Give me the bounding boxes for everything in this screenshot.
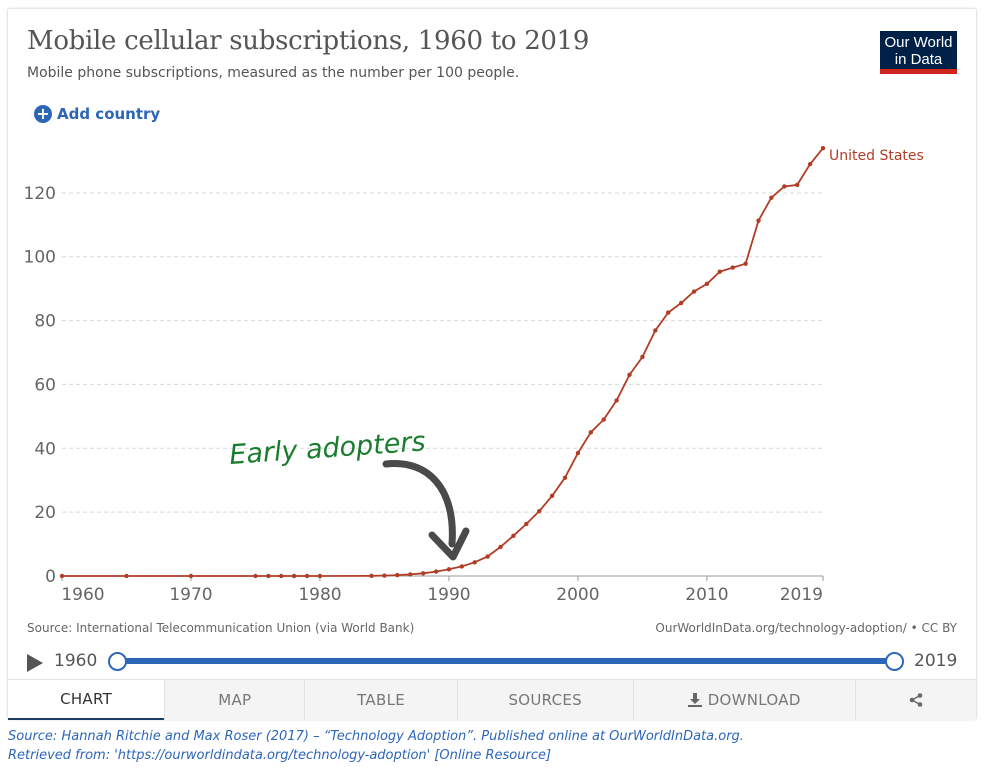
tab-download[interactable]: DOWNLOAD bbox=[632, 680, 855, 720]
data-point bbox=[807, 161, 813, 167]
y-tick-label: 120 bbox=[24, 184, 56, 204]
data-point bbox=[575, 450, 581, 456]
y-tick-label: 80 bbox=[34, 312, 56, 332]
data-point bbox=[678, 300, 684, 306]
data-point bbox=[369, 573, 374, 579]
tab-table-label: TABLE bbox=[357, 691, 406, 709]
data-point bbox=[730, 265, 735, 270]
data-point bbox=[511, 533, 516, 538]
data-point bbox=[279, 573, 284, 579]
data-point bbox=[743, 261, 748, 266]
data-point bbox=[704, 281, 710, 287]
data-point bbox=[756, 218, 761, 223]
timeline: 1960 2019 bbox=[8, 647, 976, 677]
add-country-button[interactable]: + Add country bbox=[34, 105, 160, 123]
tab-map-label: MAP bbox=[218, 691, 252, 709]
download-icon bbox=[687, 693, 702, 707]
x-tick-label: 1990 bbox=[427, 585, 470, 605]
data-point bbox=[446, 567, 452, 572]
license-credit[interactable]: OurWorldInData.org/technology-adoption/ … bbox=[655, 621, 957, 635]
data-point bbox=[188, 573, 194, 579]
timeline-end-handle[interactable] bbox=[885, 652, 904, 671]
data-point bbox=[459, 564, 465, 569]
data-point bbox=[653, 328, 658, 333]
citation: Source: Hannah Ritchie and Max Roser (20… bbox=[8, 727, 744, 765]
timeline-track[interactable] bbox=[116, 658, 894, 664]
tab-chart-label: CHART bbox=[60, 690, 113, 708]
data-point bbox=[124, 573, 129, 579]
tab-bar: CHART MAP TABLE SOURCES DOWNLOAD bbox=[8, 679, 977, 720]
data-point bbox=[253, 573, 258, 579]
timeline-start-label: 1960 bbox=[54, 651, 98, 671]
tab-sources-label: SOURCES bbox=[508, 691, 583, 709]
data-point bbox=[795, 182, 800, 188]
data-point bbox=[666, 310, 671, 315]
y-tick-label: 60 bbox=[34, 375, 56, 395]
x-tick-label: 2000 bbox=[556, 585, 599, 605]
data-point bbox=[382, 573, 387, 578]
data-point bbox=[524, 521, 529, 527]
series-label: United States bbox=[829, 148, 924, 164]
annotation-arrow bbox=[382, 459, 456, 548]
chart-subtitle: Mobile phone subscriptions, measured as … bbox=[27, 65, 520, 81]
tab-table[interactable]: TABLE bbox=[304, 680, 457, 720]
chart-title: Mobile cellular subscriptions, 1960 to 2… bbox=[27, 26, 590, 56]
data-source[interactable]: Source: International Telecommunication … bbox=[27, 621, 415, 635]
arrow-head bbox=[428, 527, 470, 561]
line-chart: 0 20 40 60 80 100 120 1960 1970 1980 1990 2000 2010 2… bbox=[24, 145, 924, 605]
data-point bbox=[485, 554, 490, 559]
citation-line-1[interactable]: Source: Hannah Ritchie and Max Roser (20… bbox=[8, 729, 744, 744]
data-point bbox=[717, 269, 723, 274]
timeline-end-label: 2019 bbox=[914, 651, 958, 671]
data-point bbox=[498, 544, 503, 550]
y-tick-label: 20 bbox=[34, 503, 56, 523]
logo-line-2: in Data bbox=[894, 51, 943, 68]
tab-sources[interactable]: SOURCES bbox=[456, 680, 633, 720]
data-point bbox=[614, 398, 619, 403]
x-tick-label: 1970 bbox=[169, 585, 212, 605]
data-point bbox=[266, 573, 271, 579]
tab-download-label: DOWNLOAD bbox=[707, 691, 801, 709]
x-tick-label: 1960 bbox=[61, 585, 104, 605]
tab-map[interactable]: MAP bbox=[164, 680, 305, 720]
timeline-start-handle[interactable] bbox=[108, 652, 127, 671]
tab-chart[interactable]: CHART bbox=[8, 680, 165, 720]
data-point bbox=[317, 573, 323, 579]
data-point bbox=[472, 560, 477, 565]
y-tick-label: 0 bbox=[45, 567, 56, 587]
data-point bbox=[627, 372, 632, 378]
logo-line-1: Our World bbox=[884, 34, 953, 51]
x-tick-label: 2019 bbox=[780, 585, 823, 605]
y-tick-label: 100 bbox=[24, 248, 56, 268]
share-icon bbox=[909, 693, 923, 707]
play-icon[interactable] bbox=[27, 654, 43, 672]
y-tick-label: 40 bbox=[34, 439, 56, 459]
data-point bbox=[562, 475, 568, 480]
data-point bbox=[769, 195, 774, 200]
data-point bbox=[304, 573, 310, 579]
data-point bbox=[395, 572, 400, 578]
data-point bbox=[549, 493, 555, 499]
data-point bbox=[59, 573, 65, 579]
add-country-label: Add country bbox=[57, 105, 161, 123]
data-point bbox=[420, 571, 426, 576]
data-point bbox=[408, 572, 413, 577]
data-point bbox=[601, 417, 606, 422]
plus-circle-icon: + bbox=[34, 105, 52, 123]
citation-line-2[interactable]: Retrieved from: 'https://ourworldindata.… bbox=[8, 748, 552, 763]
data-point bbox=[782, 184, 787, 189]
chart-card: Mobile cellular subscriptions, 1960 to 2… bbox=[8, 9, 977, 720]
data-point bbox=[640, 354, 645, 360]
data-point bbox=[291, 573, 297, 579]
x-tick-label: 2010 bbox=[685, 585, 728, 605]
data-point bbox=[537, 508, 542, 514]
data-point bbox=[691, 289, 697, 294]
owid-logo[interactable]: Our World in Data bbox=[880, 31, 957, 74]
data-point bbox=[820, 145, 826, 151]
share-button[interactable] bbox=[854, 680, 977, 720]
data-point bbox=[433, 569, 439, 574]
data-point bbox=[588, 430, 594, 435]
x-tick-label: 1980 bbox=[298, 585, 341, 605]
